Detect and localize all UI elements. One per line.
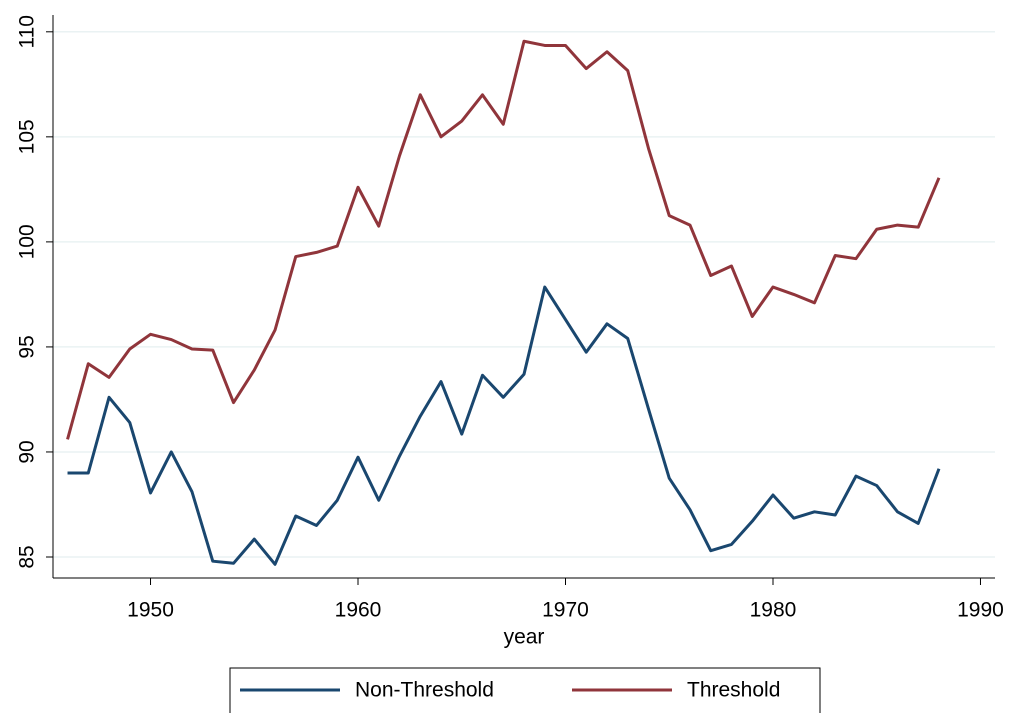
y-tick-label: 100 [16, 224, 39, 259]
x-tick-label: 1970 [542, 599, 589, 622]
legend-label: Non-Threshold [355, 679, 494, 702]
x-tick-label: 1960 [335, 599, 382, 622]
legend-label: Threshold [687, 679, 780, 702]
x-tick-label: 1950 [127, 599, 174, 622]
y-tick-label: 90 [16, 440, 39, 463]
series-line [66, 39, 941, 440]
y-tick-label: 110 [16, 15, 39, 48]
y-tick-label: 85 [16, 545, 39, 568]
y-tick-label: 95 [16, 335, 39, 358]
x-tick-label: 1980 [750, 599, 797, 622]
y-tick-label: 105 [16, 119, 39, 154]
x-axis-label: year [504, 626, 545, 649]
x-tick-label: 1990 [957, 599, 1004, 622]
series-line [67, 285, 941, 566]
